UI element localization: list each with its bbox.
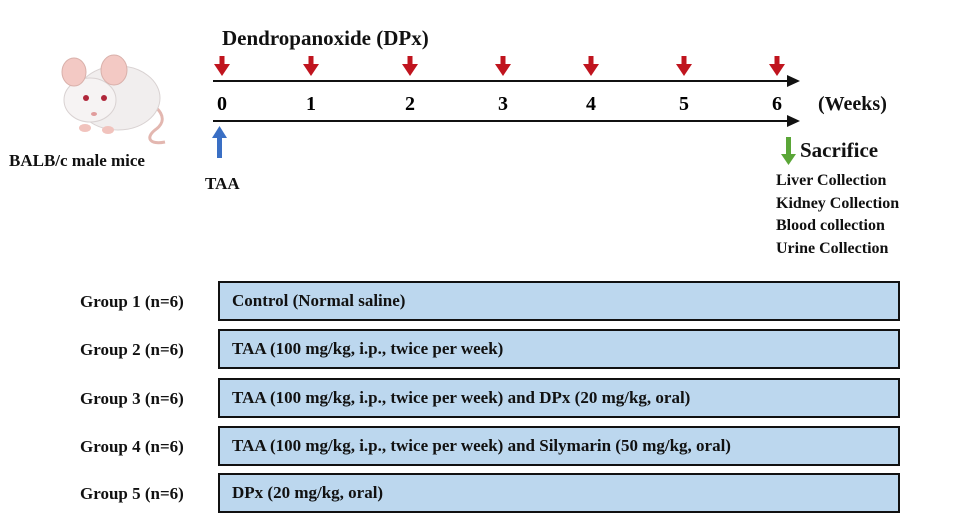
taa-arrow-icon — [212, 126, 227, 158]
mouse-label: BALB/c male mice — [9, 151, 145, 170]
group-treatment: DPx (20 mg/kg, oral) — [232, 483, 384, 502]
group-label: Group 5 (n=6) — [80, 484, 184, 503]
week-tick-label: 0 — [217, 93, 227, 115]
dose-arrow-icon — [214, 56, 230, 76]
dose-arrow-icon — [583, 56, 599, 76]
taa-label: TAA — [205, 174, 240, 193]
collection-item: Urine Collection — [776, 239, 889, 257]
sacrifice-label: Sacrifice — [800, 138, 879, 162]
dose-arrow-icon — [676, 56, 692, 76]
week-tick-label: 4 — [586, 93, 596, 115]
group-label: Group 4 (n=6) — [80, 437, 184, 456]
collection-item: Liver Collection — [776, 172, 887, 189]
dose-axis-arrowhead — [787, 75, 800, 87]
timeline: 0 1 2 3 4 5 6 — [212, 56, 800, 165]
collection-item: Blood collection — [776, 217, 885, 234]
weeks-unit-label: (Weeks) — [818, 93, 887, 115]
sacrifice-arrow-icon — [781, 137, 796, 165]
collection-list: Liver Collection Kidney Collection Blood… — [776, 170, 899, 260]
week-axis-arrowhead — [787, 115, 800, 127]
week-tick-label: 3 — [498, 93, 508, 115]
diagram-title: Dendropanoxide (DPx) — [222, 26, 429, 50]
group-treatment: TAA (100 mg/kg, i.p., twice per week) — [232, 339, 504, 358]
dose-arrow-icon — [303, 56, 319, 76]
group-treatment-box: TAA (100 mg/kg, i.p., twice per week) an… — [218, 378, 900, 418]
group-label: Group 3 (n=6) — [80, 389, 184, 408]
week-tick-label: 6 — [772, 93, 782, 115]
collection-item: Kidney Collection — [776, 194, 900, 212]
mouse-illustration — [61, 54, 166, 145]
group-label: Group 2 (n=6) — [80, 340, 184, 359]
week-tick-label: 2 — [405, 93, 415, 115]
dose-arrow-icon — [769, 56, 785, 76]
dose-arrow-icon — [495, 56, 511, 76]
group-treatment: TAA (100 mg/kg, i.p., twice per week) an… — [232, 436, 731, 455]
group-treatment: TAA (100 mg/kg, i.p., twice per week) an… — [232, 388, 691, 407]
group-treatment-box: Control (Normal saline) — [218, 281, 900, 321]
group-treatment: Control (Normal saline) — [232, 291, 406, 310]
group-treatment-box: DPx (20 mg/kg, oral) — [218, 473, 900, 513]
week-tick-label: 5 — [679, 93, 689, 115]
week-tick-label: 1 — [306, 93, 316, 115]
dose-arrow-icon — [402, 56, 418, 76]
group-treatment-box: TAA (100 mg/kg, i.p., twice per week) an… — [218, 426, 900, 466]
group-treatment-box: TAA (100 mg/kg, i.p., twice per week) — [218, 329, 900, 369]
group-label: Group 1 (n=6) — [80, 292, 184, 311]
